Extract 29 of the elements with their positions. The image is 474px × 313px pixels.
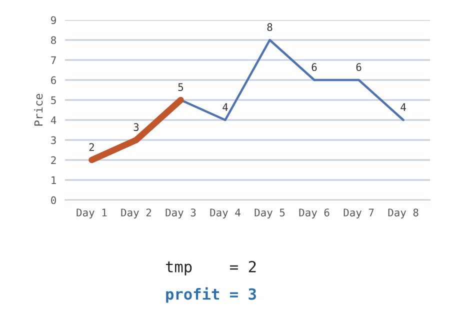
data-label: 6 — [356, 63, 362, 72]
y-tick-label: 9 — [51, 16, 56, 24]
y-tick-label: 2 — [51, 156, 56, 164]
x-tick-label: Day 3 — [166, 208, 196, 218]
x-tick-label: Day 8 — [388, 208, 418, 218]
x-tick-label: Day 4 — [210, 208, 240, 218]
text: tmp = 2 — [166, 260, 256, 276]
y-tick-label: 3 — [51, 136, 56, 144]
y-tick-label: 0 — [51, 196, 56, 204]
data-label: 2 — [89, 143, 94, 151]
data-label: 3 — [134, 123, 139, 132]
data-label: 8 — [267, 23, 272, 32]
y-tick-label: 7 — [51, 56, 56, 64]
x-tick-label: Day 7 — [344, 208, 374, 218]
data-label: 6 — [312, 63, 317, 72]
y-tick-label: 8 — [51, 36, 56, 44]
data-label: 4 — [400, 103, 406, 111]
data-label: 4 — [222, 103, 228, 111]
text: profit = 3 — [166, 287, 256, 303]
y-tick-label: 1 — [52, 176, 56, 184]
y-axis-title: Price — [34, 94, 43, 126]
data-label: 5 — [178, 83, 184, 92]
y-tick-label: 5 — [51, 96, 56, 104]
x-tick-label: Day 2 — [121, 208, 152, 218]
x-tick-label: Day 1 — [76, 208, 107, 218]
x-tick-label: Day 6 — [299, 208, 330, 218]
y-tick-label: 4 — [50, 116, 56, 124]
y-tick-label: 6 — [51, 76, 56, 84]
x-tick-label: Day 5 — [254, 208, 285, 218]
